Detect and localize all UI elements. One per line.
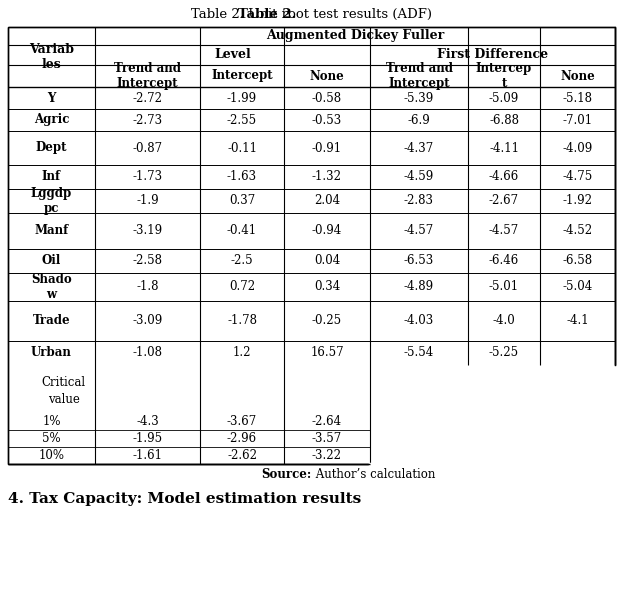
- Text: -1.78: -1.78: [227, 314, 257, 328]
- Text: -4.52: -4.52: [563, 224, 592, 238]
- Text: -1.73: -1.73: [133, 170, 163, 184]
- Text: -5.01: -5.01: [489, 280, 519, 293]
- Text: -4.75: -4.75: [563, 170, 592, 184]
- Text: -4.09: -4.09: [563, 142, 592, 154]
- Text: 10%: 10%: [39, 449, 65, 462]
- Text: -0.11: -0.11: [227, 142, 257, 154]
- Text: -4.37: -4.37: [404, 142, 434, 154]
- Text: -3.09: -3.09: [132, 314, 163, 328]
- Text: -3.19: -3.19: [133, 224, 163, 238]
- Text: 2.04: 2.04: [314, 194, 340, 208]
- Text: Trade: Trade: [32, 314, 70, 328]
- Text: -4.3: -4.3: [136, 415, 159, 428]
- Text: -1.95: -1.95: [133, 432, 163, 445]
- Text: -2.73: -2.73: [133, 113, 163, 127]
- Bar: [8, 27, 615, 464]
- Text: Intercept: Intercept: [211, 70, 273, 82]
- Text: Oil: Oil: [42, 254, 61, 268]
- Text: -5.54: -5.54: [404, 346, 434, 359]
- Text: value: value: [47, 393, 80, 406]
- Text: -5.09: -5.09: [489, 91, 519, 104]
- Text: Inf: Inf: [42, 170, 61, 184]
- Text: -4.57: -4.57: [404, 224, 434, 238]
- Text: Table 2. Unit root test results (ADF): Table 2. Unit root test results (ADF): [191, 7, 432, 20]
- Text: -5.18: -5.18: [563, 91, 592, 104]
- Text: Manf: Manf: [34, 224, 69, 238]
- Text: -4.11: -4.11: [489, 142, 519, 154]
- Text: -4.89: -4.89: [404, 280, 434, 293]
- Text: Critical: Critical: [42, 376, 85, 389]
- Text: -0.53: -0.53: [312, 113, 342, 127]
- Text: -0.87: -0.87: [133, 142, 163, 154]
- Text: -5.39: -5.39: [404, 91, 434, 104]
- Text: 1%: 1%: [42, 415, 61, 428]
- Text: 0.37: 0.37: [229, 194, 255, 208]
- Text: -1.61: -1.61: [133, 449, 163, 462]
- Text: -6.58: -6.58: [563, 254, 592, 268]
- Text: -2.5: -2.5: [231, 254, 254, 268]
- Text: -6.9: -6.9: [407, 113, 430, 127]
- Text: Variab
les: Variab les: [29, 43, 74, 71]
- Text: None: None: [560, 70, 595, 82]
- Text: -0.94: -0.94: [312, 224, 342, 238]
- Text: -2.64: -2.64: [312, 415, 342, 428]
- Text: Intercep
t: Intercep t: [476, 62, 532, 90]
- Text: -2.72: -2.72: [133, 91, 163, 104]
- Text: Trend and
Intercept: Trend and Intercept: [114, 62, 181, 90]
- Text: -3.57: -3.57: [312, 432, 342, 445]
- Text: 1.2: 1.2: [233, 346, 251, 359]
- Text: -4.59: -4.59: [404, 170, 434, 184]
- Text: -2.96: -2.96: [227, 432, 257, 445]
- Text: 16.57: 16.57: [310, 346, 344, 359]
- Text: Augmented Dickey Fuller: Augmented Dickey Fuller: [266, 29, 444, 43]
- Text: -1.99: -1.99: [227, 91, 257, 104]
- Text: -7.01: -7.01: [563, 113, 592, 127]
- Text: -4.03: -4.03: [404, 314, 434, 328]
- Text: 5%: 5%: [42, 432, 61, 445]
- Text: -2.62: -2.62: [227, 449, 257, 462]
- Text: -1.08: -1.08: [133, 346, 163, 359]
- Text: -6.88: -6.88: [489, 113, 519, 127]
- Text: Table 2.: Table 2.: [237, 7, 296, 20]
- Text: Shado
w: Shado w: [31, 273, 72, 301]
- Text: -0.25: -0.25: [312, 314, 342, 328]
- Text: -1.92: -1.92: [563, 194, 592, 208]
- Text: None: None: [310, 70, 345, 82]
- Text: -6.53: -6.53: [404, 254, 434, 268]
- Text: -1.9: -1.9: [136, 194, 159, 208]
- Text: Level: Level: [214, 49, 251, 61]
- Text: 0.34: 0.34: [314, 280, 340, 293]
- Text: -3.22: -3.22: [312, 449, 342, 462]
- Text: -6.46: -6.46: [489, 254, 519, 268]
- Text: -4.66: -4.66: [489, 170, 519, 184]
- Text: -2.67: -2.67: [489, 194, 519, 208]
- Text: Source:: Source:: [261, 467, 312, 481]
- Text: -4.57: -4.57: [489, 224, 519, 238]
- Text: -0.91: -0.91: [312, 142, 342, 154]
- Text: 0.04: 0.04: [314, 254, 340, 268]
- Text: Dept: Dept: [36, 142, 67, 154]
- Text: -0.41: -0.41: [227, 224, 257, 238]
- Text: Author’s calculation: Author’s calculation: [312, 467, 435, 481]
- Text: -2.55: -2.55: [227, 113, 257, 127]
- Text: -4.1: -4.1: [566, 314, 589, 328]
- Text: First Difference: First Difference: [437, 49, 548, 61]
- Text: -2.83: -2.83: [404, 194, 434, 208]
- Text: Trend and
Intercept: Trend and Intercept: [386, 62, 452, 90]
- Text: 4. Tax Capacity: Model estimation results: 4. Tax Capacity: Model estimation result…: [8, 492, 361, 506]
- Text: -1.8: -1.8: [136, 280, 159, 293]
- Text: -4.0: -4.0: [493, 314, 515, 328]
- Text: -3.67: -3.67: [227, 415, 257, 428]
- Text: Urban: Urban: [31, 346, 72, 359]
- Text: 0.72: 0.72: [229, 280, 255, 293]
- Text: -0.58: -0.58: [312, 91, 342, 104]
- Text: Agric: Agric: [34, 113, 69, 127]
- Text: -2.58: -2.58: [133, 254, 163, 268]
- Text: -5.04: -5.04: [563, 280, 592, 293]
- Text: Y: Y: [47, 91, 55, 104]
- Text: -1.63: -1.63: [227, 170, 257, 184]
- Text: Lggdp
pc: Lggdp pc: [31, 187, 72, 215]
- Text: -1.32: -1.32: [312, 170, 342, 184]
- Text: -5.25: -5.25: [489, 346, 519, 359]
